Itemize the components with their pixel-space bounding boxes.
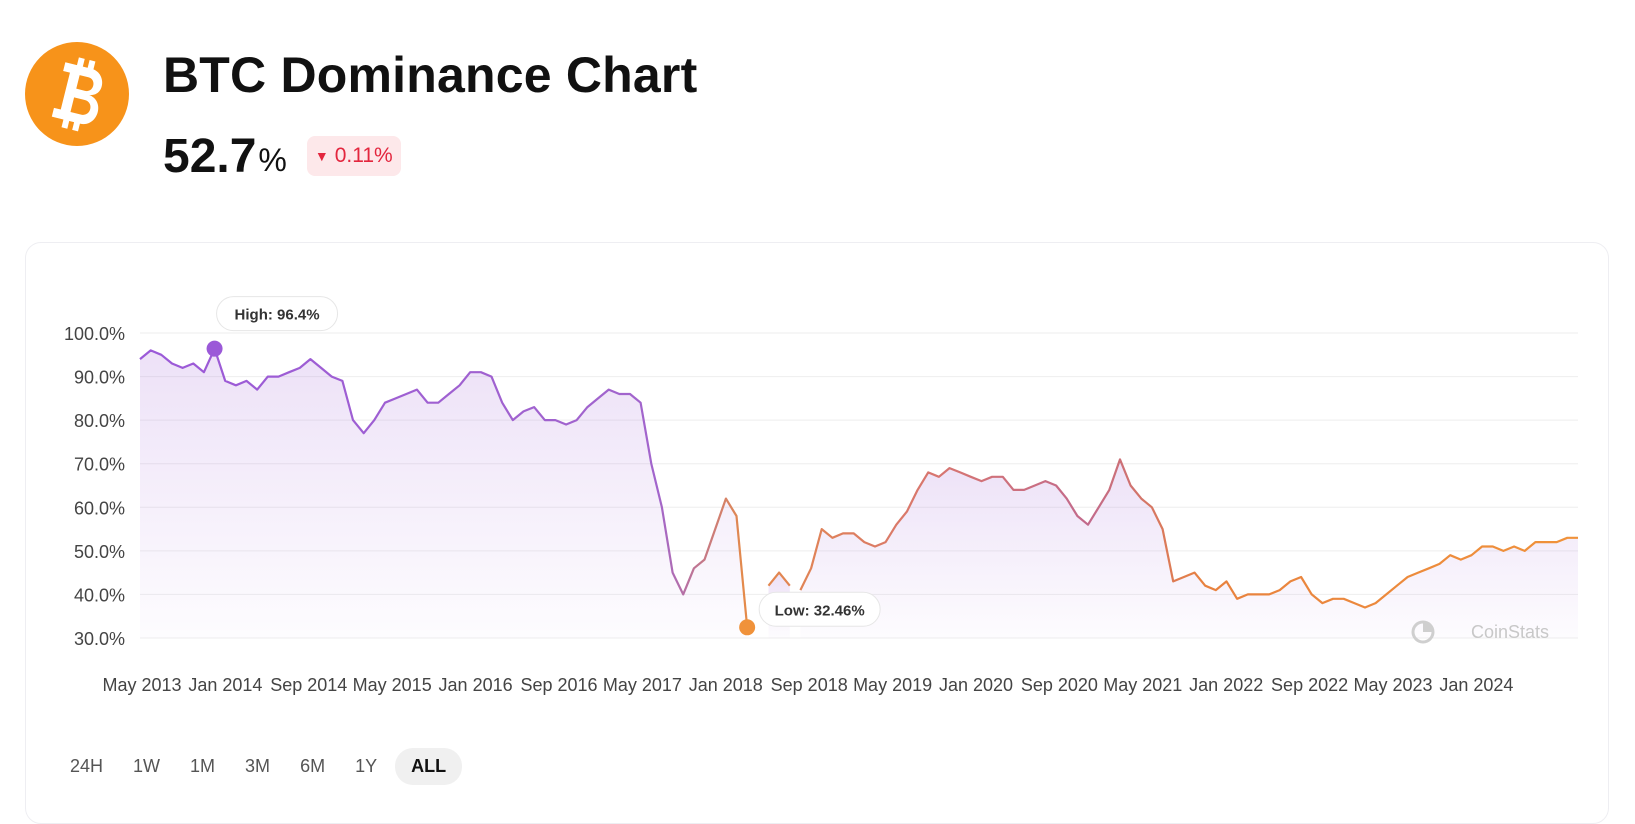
high-marker-point [206, 340, 223, 357]
x-tick-label: Sep 2014 [270, 675, 347, 695]
dominance-value-row: 52.7 % ▼ 0.11% [163, 126, 401, 186]
low-marker-point [739, 619, 756, 636]
series-line-1 [767, 571, 791, 587]
dominance-value: 52.7 [163, 129, 257, 183]
x-tick-label: May 2013 [102, 675, 181, 695]
x-tick-label: May 2021 [1103, 675, 1182, 695]
range-button-1m[interactable]: 1M [190, 756, 216, 776]
high-marker-label-bg [216, 296, 339, 332]
x-tick-label: Sep 2020 [1021, 675, 1098, 695]
x-tick-label: Jan 2018 [689, 675, 763, 695]
range-button-3m[interactable]: 3M [245, 756, 271, 776]
range-button-1w[interactable]: 1W [133, 756, 161, 776]
x-tick-label: May 2017 [603, 675, 682, 695]
series-line-0 [139, 347, 749, 628]
y-tick-label: 40.0% [74, 585, 125, 605]
y-tick-label: 70.0% [74, 455, 125, 475]
y-tick-label: 90.0% [74, 368, 125, 388]
range-button-all[interactable]: ALL [395, 748, 463, 785]
x-tick-label: May 2015 [353, 675, 432, 695]
x-tick-label: Sep 2018 [771, 675, 848, 695]
x-tick-label: Sep 2016 [520, 675, 597, 695]
x-tick-label: Jan 2016 [439, 675, 513, 695]
page-title: BTC Dominance Chart [163, 47, 698, 103]
y-tick-label: 50.0% [74, 542, 125, 562]
x-tick-label: Sep 2022 [1271, 675, 1348, 695]
time-range-selector: 24H 1W 1M 3M 6M 1Y ALL [58, 748, 468, 785]
dominance-unit: % [258, 141, 287, 178]
range-button-24h[interactable]: 24H [70, 756, 104, 776]
change-badge: ▼ 0.11% [306, 136, 401, 176]
series-area-0 [140, 348, 748, 638]
low-marker-label: Low: 32.46% [758, 591, 881, 627]
range-button-6m[interactable]: 6M [300, 756, 326, 776]
watermark: CoinStats [1411, 620, 1549, 644]
x-tick-label: Jan 2024 [1439, 675, 1513, 695]
x-tick-label: Jan 2014 [188, 675, 262, 695]
dominance-chart[interactable]: High: 96.4% Low: 32.46% 100.0% 90.0% 80.0% 7… [0, 0, 1635, 720]
y-tick-label: 30.0% [74, 629, 125, 649]
series-line-2 [799, 458, 1578, 609]
low-marker-label-bg [758, 591, 881, 627]
y-tick-label: 80.0% [74, 411, 125, 431]
change-value: 0.11% [334, 144, 393, 167]
low-marker-label-text: Low: 32.46% [775, 602, 865, 619]
bitcoin-logo-icon [25, 42, 129, 146]
range-button-1y[interactable]: 1Y [355, 756, 378, 776]
high-marker-label-text: High: 96.4% [235, 307, 320, 324]
high-marker-label: High: 96.4% [216, 296, 339, 332]
caret-down-icon: ▼ [314, 148, 329, 164]
y-tick-label: 100.0% [64, 324, 125, 344]
x-tick-label: Jan 2020 [939, 675, 1013, 695]
watermark-text: CoinStats [1471, 622, 1549, 642]
series-area-2 [800, 459, 1578, 638]
page-header: BTC Dominance Chart 52.7 % ▼ 0.11% [0, 0, 1635, 200]
x-tick-label: May 2019 [853, 675, 932, 695]
x-tick-label: May 2023 [1353, 675, 1432, 695]
y-tick-label: 60.0% [74, 498, 125, 518]
x-tick-label: Jan 2022 [1189, 675, 1263, 695]
